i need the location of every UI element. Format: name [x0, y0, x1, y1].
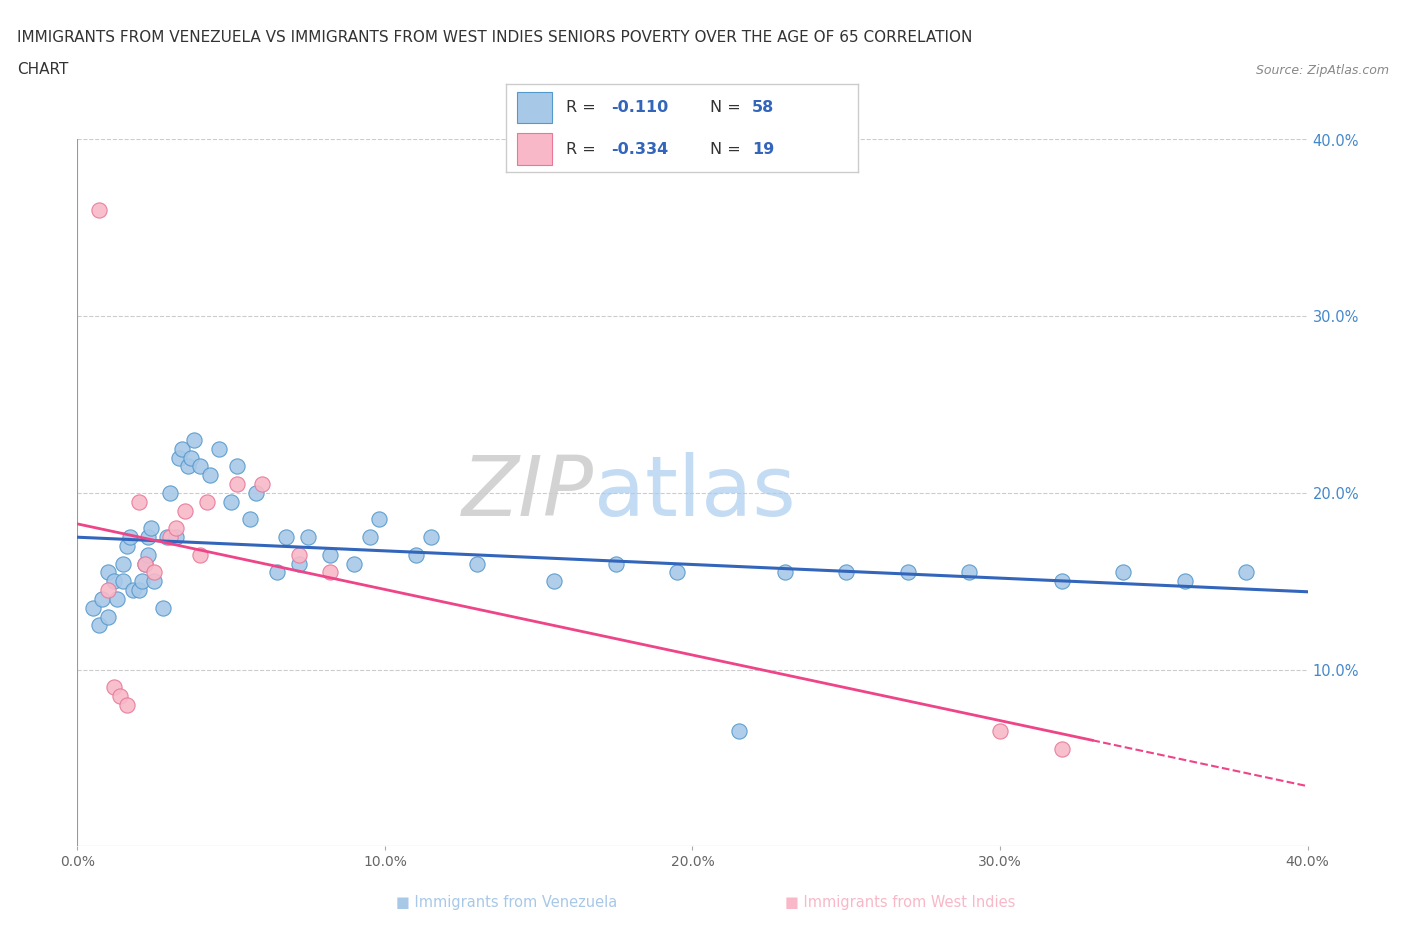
Point — [136, 547, 159, 562]
Point — [121, 582, 143, 598]
Point — [543, 574, 565, 589]
Text: 58: 58 — [752, 100, 775, 115]
Point — [174, 503, 197, 518]
Text: IMMIGRANTS FROM VENEZUELA VS IMMIGRANTS FROM WEST INDIES SENIORS POVERTY OVER TH: IMMIGRANTS FROM VENEZUELA VS IMMIGRANTS … — [17, 30, 972, 45]
Point — [1112, 565, 1135, 580]
Point — [87, 203, 110, 218]
Point — [276, 530, 298, 545]
Point — [773, 565, 796, 580]
Point — [190, 459, 212, 474]
Point — [105, 591, 128, 606]
Text: ■ Immigrants from West Indies: ■ Immigrants from West Indies — [785, 895, 1015, 910]
Point — [143, 574, 166, 589]
Point — [266, 565, 288, 580]
Point — [87, 618, 110, 633]
Point — [110, 688, 132, 704]
Point — [897, 565, 920, 580]
Point — [190, 547, 212, 562]
Point — [165, 521, 187, 536]
Point — [97, 565, 120, 580]
Text: N =: N = — [710, 141, 747, 156]
Point — [359, 530, 381, 545]
Point — [835, 565, 858, 580]
Point — [134, 556, 156, 571]
Point — [134, 556, 156, 571]
Point — [159, 530, 181, 545]
Point — [420, 530, 443, 545]
Text: N =: N = — [710, 100, 747, 115]
Point — [82, 601, 104, 616]
Point — [245, 485, 267, 500]
Point — [666, 565, 689, 580]
Point — [103, 680, 125, 695]
Text: R =: R = — [565, 141, 600, 156]
Point — [727, 724, 749, 739]
Point — [405, 547, 427, 562]
Point — [115, 538, 138, 553]
Point — [465, 556, 488, 571]
Point — [988, 724, 1011, 739]
Bar — [517, 133, 551, 165]
Point — [1234, 565, 1257, 580]
Point — [318, 547, 340, 562]
Point — [183, 432, 205, 447]
Point — [195, 495, 218, 510]
Point — [198, 468, 221, 483]
Text: 19: 19 — [752, 141, 775, 156]
Point — [367, 512, 389, 527]
Point — [180, 450, 202, 465]
Point — [318, 565, 340, 580]
Point — [112, 574, 135, 589]
Point — [103, 574, 125, 589]
Point — [250, 477, 273, 492]
Point — [159, 485, 181, 500]
Text: ZIP: ZIP — [463, 452, 595, 534]
Point — [226, 459, 249, 474]
Text: Source: ZipAtlas.com: Source: ZipAtlas.com — [1256, 64, 1389, 77]
Point — [165, 530, 187, 545]
Point — [128, 495, 150, 510]
Point — [957, 565, 980, 580]
Text: -0.334: -0.334 — [612, 141, 669, 156]
Point — [170, 442, 193, 457]
Point — [155, 530, 177, 545]
Point — [208, 442, 231, 457]
Point — [219, 495, 242, 510]
Text: -0.110: -0.110 — [612, 100, 669, 115]
Point — [177, 459, 200, 474]
Point — [97, 609, 120, 624]
Point — [288, 547, 311, 562]
Point — [115, 698, 138, 712]
Point — [112, 556, 135, 571]
Point — [239, 512, 262, 527]
Text: R =: R = — [565, 100, 600, 115]
Point — [297, 530, 319, 545]
Bar — [517, 92, 551, 124]
Point — [128, 582, 150, 598]
Text: atlas: atlas — [595, 452, 796, 534]
Point — [167, 450, 190, 465]
Point — [152, 601, 174, 616]
Point — [97, 582, 120, 598]
Point — [288, 556, 311, 571]
Point — [226, 477, 249, 492]
Point — [343, 556, 366, 571]
Point — [143, 565, 166, 580]
Text: ■ Immigrants from Venezuela: ■ Immigrants from Venezuela — [395, 895, 617, 910]
Text: CHART: CHART — [17, 62, 69, 77]
Point — [131, 574, 153, 589]
Point — [141, 521, 163, 536]
Point — [136, 530, 159, 545]
Point — [1050, 742, 1073, 757]
Point — [605, 556, 627, 571]
Point — [1050, 574, 1073, 589]
Point — [90, 591, 114, 606]
Point — [1174, 574, 1197, 589]
Point — [118, 530, 141, 545]
